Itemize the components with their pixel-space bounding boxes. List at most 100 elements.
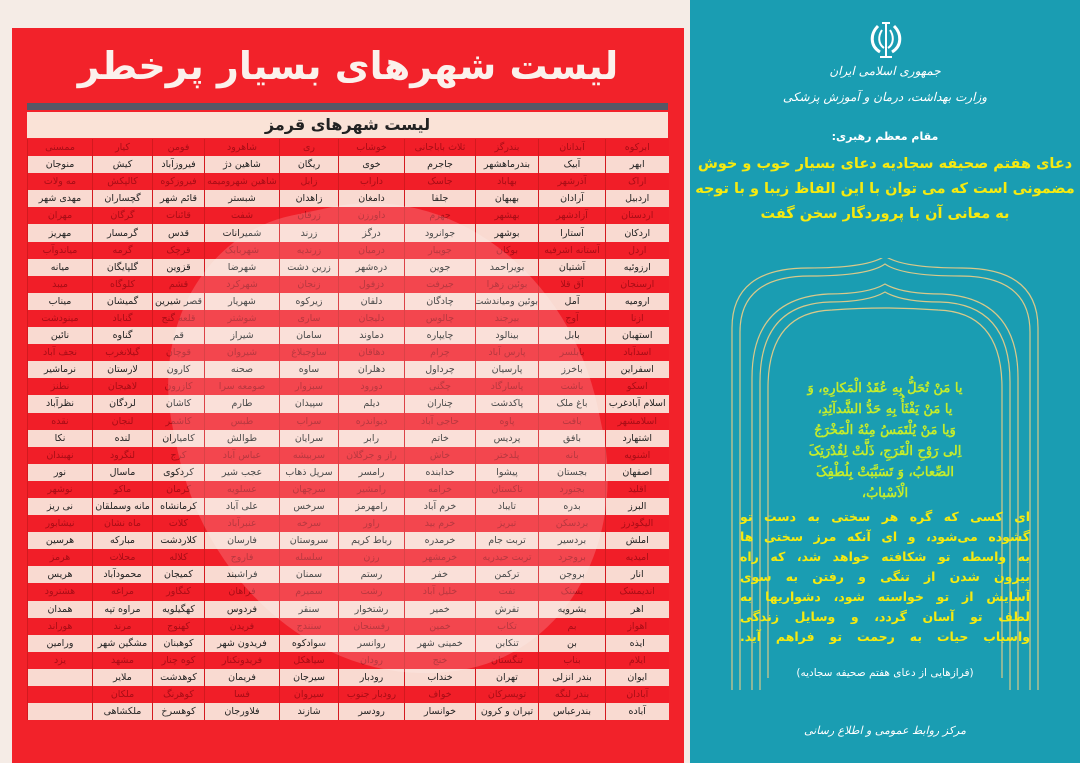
city-cell: قائم شهر bbox=[152, 190, 205, 208]
city-cell: نرماشیر bbox=[27, 361, 93, 379]
table-row: اردستان آزادشهر بهشهر جهرم داورزن زرقان شفت قائ… bbox=[27, 207, 669, 225]
city-cell: بجنورد bbox=[538, 480, 606, 498]
city-cell: آباده bbox=[605, 703, 669, 721]
city-cell: بشرویه bbox=[538, 600, 606, 618]
city-cell: اراک bbox=[605, 173, 669, 191]
city-cell: شیراز bbox=[204, 327, 280, 345]
city-cell: شبستر bbox=[204, 190, 280, 208]
city-cell: ترکمن bbox=[475, 566, 539, 584]
city-cell: گیلانغرب bbox=[92, 344, 153, 362]
city-cell: دیلم bbox=[338, 395, 405, 413]
city-cell: قرچک bbox=[152, 241, 205, 259]
city-cell: آمل bbox=[538, 292, 606, 310]
city-cell: ماسال bbox=[92, 463, 153, 481]
city-cell: خاش bbox=[404, 446, 476, 464]
quote-line: مضمونی است که می توان با این الفاظ زیبا … bbox=[695, 181, 1075, 197]
city-cell: اسفراین bbox=[605, 361, 669, 379]
city-cell: گناوه bbox=[92, 327, 153, 345]
city-cell: آشتیان bbox=[538, 258, 606, 276]
city-cell: خرمشهر bbox=[404, 549, 476, 567]
city-cell: اسلامشهر bbox=[605, 412, 669, 430]
city-cell: کوهدشت bbox=[152, 668, 205, 686]
city-cell: تایباد bbox=[475, 497, 539, 516]
city-cell: پیشوا bbox=[475, 463, 539, 481]
city-cell: بابل bbox=[538, 327, 606, 345]
city-cell: قلعه گنج bbox=[152, 309, 205, 328]
city-cell: بهاباد bbox=[475, 173, 539, 191]
city-cell: اردکان bbox=[605, 224, 669, 242]
city-cell: سرخس bbox=[279, 497, 339, 516]
city-cell: شاهین شهرومیمه bbox=[204, 173, 280, 191]
city-cell: مهریز bbox=[27, 224, 93, 242]
city-cell: منوجان bbox=[27, 156, 93, 174]
city-cell: بافق bbox=[538, 429, 606, 447]
table-row: اردبیل آرادان بهبهان جلفا دامغان زاهدان شبستر ق… bbox=[27, 190, 669, 208]
city-cell: آزادشهر bbox=[538, 207, 606, 225]
city-cell: نائین bbox=[27, 327, 93, 345]
page-title: لیست شهرهای بسیار پرخطر bbox=[77, 44, 619, 88]
city-cell: مانه وسملقان bbox=[92, 497, 153, 516]
city-cell: رفسنجان bbox=[338, 617, 405, 635]
city-cell: هوراند bbox=[27, 617, 93, 635]
city-cell: سمیرم bbox=[279, 583, 339, 601]
city-cell: پارس آباد bbox=[475, 344, 539, 362]
city-cell: استهبان bbox=[605, 327, 669, 345]
city-cell: فریدون شهر bbox=[204, 634, 280, 652]
table-row: ایلام بناب تنگستان خنج رودان سیاهکل فریدونکنار… bbox=[27, 651, 669, 669]
city-cell: طبس bbox=[204, 412, 280, 430]
table-row: اردل آستانه اشرفیه بوکان جویبار درمیان زرندیه… bbox=[27, 241, 669, 259]
table-row: اردکان آستارا بوشهر جوانرود درگز زرند شمیرانات… bbox=[27, 224, 669, 242]
city-cell: زیرکوه bbox=[279, 292, 339, 310]
city-cell: زرندیه bbox=[279, 241, 339, 259]
city-cell: پاکدشت bbox=[475, 395, 539, 413]
city-cell: گچساران bbox=[92, 190, 153, 208]
city-cell: نظرآباد bbox=[27, 395, 93, 413]
translation-line: آسایش از تو خواسته شود، دشواریها به bbox=[740, 589, 1030, 604]
city-cell: بهشهر bbox=[475, 207, 539, 225]
city-cell: بوئین ومیاندشت bbox=[475, 292, 539, 310]
city-cell: تنکابن bbox=[475, 634, 539, 652]
city-cell: بروجن bbox=[538, 566, 606, 584]
city-cell: کوهرنگ bbox=[152, 686, 205, 704]
table-title: لیست شهرهای قرمز bbox=[27, 112, 668, 138]
city-cell: قائنات bbox=[152, 207, 205, 225]
city-cell: کلاله bbox=[152, 549, 205, 567]
city-cell: بافت bbox=[538, 412, 606, 430]
city-cell: جاسک bbox=[404, 173, 476, 191]
city-cell: سربیشه bbox=[279, 446, 339, 464]
table-row: اصفهان بجستان پیشوا خدابنده رامسر سرپل ذهاب عج… bbox=[27, 463, 669, 481]
city-cell: خوشاب bbox=[338, 139, 405, 157]
city-cell: اندیمشک bbox=[605, 583, 669, 601]
city-cell: بندر لنگه bbox=[538, 686, 606, 704]
city-cell: بندرماهشهر bbox=[475, 156, 539, 174]
city-cell: بابلسر bbox=[538, 344, 606, 362]
city-cell: شهربابک bbox=[204, 241, 280, 259]
city-cell: طوالش bbox=[204, 429, 280, 447]
city-cell: ثلاث باباجانی bbox=[404, 139, 476, 157]
city-cell: سمنان bbox=[279, 566, 339, 584]
translation-line: ای کسی که گره هر سختی به دست تو bbox=[740, 509, 1030, 524]
city-cell: شیروان bbox=[204, 344, 280, 362]
city-cell: لاهیجان bbox=[92, 378, 153, 396]
city-cell: اردستان bbox=[605, 207, 669, 225]
city-cell: البرز bbox=[605, 497, 669, 516]
city-cell: بروجرد bbox=[538, 549, 606, 567]
city-cell: مینودشت bbox=[27, 309, 93, 328]
city-cell: ماکو bbox=[92, 480, 153, 498]
city-cell bbox=[27, 703, 93, 721]
city-cell bbox=[27, 668, 93, 686]
city-cell: مهران bbox=[27, 207, 93, 225]
city-cell: هرمز bbox=[27, 549, 93, 567]
city-cell: خرم بید bbox=[404, 515, 476, 533]
city-cell: شاهرود bbox=[204, 139, 280, 157]
city-cell: شمیرانات bbox=[204, 224, 280, 242]
city-cell: شهرضا bbox=[204, 258, 280, 276]
city-cell: کوه چنار bbox=[152, 651, 205, 669]
quote-line: دعای هفتم صحیفه سجادیه دعای بسیار خوب و … bbox=[697, 156, 1073, 172]
city-cell: آبادان bbox=[605, 686, 669, 704]
city-cell: کیار bbox=[92, 139, 153, 157]
city-cell: بوکان bbox=[475, 241, 539, 259]
red-cities-table: ابرکوه آبدانان بندرگز ثلاث باباجانی خوشاب ری ش… bbox=[27, 139, 669, 721]
city-cell: خلیل آباد bbox=[404, 583, 476, 601]
city-cell: سرخه bbox=[279, 515, 339, 533]
